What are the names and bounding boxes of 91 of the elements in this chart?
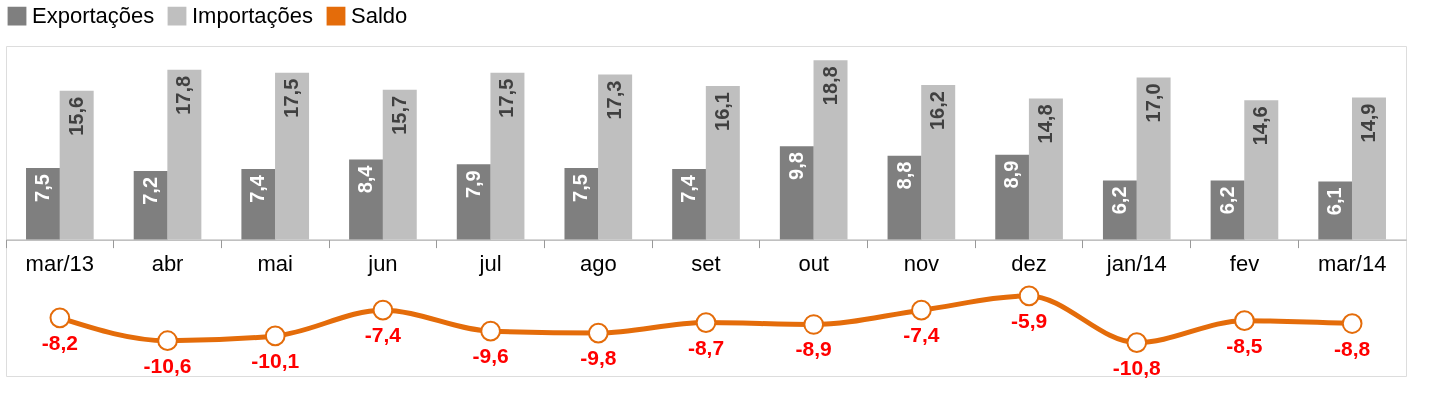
x-tick-label: mai xyxy=(257,251,293,277)
bar xyxy=(564,168,599,240)
bar xyxy=(1244,100,1279,240)
data-label: -8,8 xyxy=(1334,336,1371,360)
bar xyxy=(241,169,276,240)
bar xyxy=(349,159,384,240)
data-label: -10,1 xyxy=(251,348,300,372)
data-label: -8,2 xyxy=(41,330,78,354)
point xyxy=(803,314,825,335)
bar xyxy=(1102,180,1137,240)
data-label: 6,2 xyxy=(1215,186,1238,215)
data-label: -8,9 xyxy=(795,337,832,361)
bar xyxy=(705,86,740,240)
point xyxy=(1234,310,1255,332)
bar xyxy=(26,168,61,240)
point xyxy=(480,320,501,342)
bar xyxy=(490,72,525,240)
x-tick-label: jan/14 xyxy=(1105,251,1167,277)
data-label: 7,5 xyxy=(569,174,592,202)
x-tick-label: mar/13 xyxy=(25,251,95,277)
point xyxy=(695,312,717,333)
data-label: 17,0 xyxy=(1141,83,1164,123)
x-tick-label: dez xyxy=(1011,251,1047,277)
data-label: 17,3 xyxy=(603,80,626,120)
data-label: -10,6 xyxy=(143,353,192,377)
data-label: 6,2 xyxy=(1107,186,1130,215)
bar xyxy=(167,69,202,240)
data-label: -5,9 xyxy=(1010,308,1048,332)
point xyxy=(372,299,394,321)
data-label: -7,4 xyxy=(364,323,402,347)
point xyxy=(587,322,609,344)
data-label: 7,5 xyxy=(31,174,54,202)
bar xyxy=(779,146,814,240)
data-label: -9,8 xyxy=(580,346,617,370)
bar xyxy=(1136,77,1171,240)
x-tick-label: fev xyxy=(1229,251,1260,277)
point xyxy=(911,299,932,321)
data-label: 18,8 xyxy=(818,66,841,106)
data-label: 7,2 xyxy=(138,176,161,205)
point xyxy=(1341,313,1363,334)
point xyxy=(264,325,286,347)
bar xyxy=(813,60,848,240)
data-label: 8,9 xyxy=(1000,160,1023,189)
point xyxy=(49,307,71,329)
x-tick-label: jul xyxy=(478,251,502,277)
data-label: -9,6 xyxy=(472,344,509,368)
data-label: 16,2 xyxy=(926,91,949,131)
bar xyxy=(598,74,633,240)
data-label: 7,9 xyxy=(461,170,484,199)
bar xyxy=(1318,181,1353,240)
legend-label: Importações xyxy=(192,3,314,29)
data-label: 16,1 xyxy=(710,92,733,131)
data-label: 7,4 xyxy=(246,174,269,203)
data-label: -10,8 xyxy=(1112,355,1162,379)
bar xyxy=(921,85,956,240)
bar xyxy=(275,72,310,240)
bar xyxy=(59,90,94,240)
data-label: -7,4 xyxy=(903,323,940,347)
x-tick-label: set xyxy=(691,251,721,277)
bar xyxy=(672,169,707,240)
data-label: 14,8 xyxy=(1033,104,1056,144)
x-tick-label: jun xyxy=(367,251,398,277)
data-label: 8,4 xyxy=(354,164,377,194)
data-label: 15,6 xyxy=(64,96,87,136)
data-label: 8,8 xyxy=(892,161,915,190)
bar xyxy=(382,89,417,240)
data-label: 17,5 xyxy=(495,78,518,118)
data-label: 14,6 xyxy=(1249,106,1272,146)
legend-label: Saldo xyxy=(351,3,408,29)
data-label: 9,8 xyxy=(784,152,807,180)
data-label: -8,7 xyxy=(687,335,725,359)
legend-label: Exportações xyxy=(32,3,155,29)
bar xyxy=(456,164,491,240)
x-tick-label: ago xyxy=(579,251,617,277)
point xyxy=(1018,285,1040,307)
data-label: 7,4 xyxy=(677,174,700,203)
x-tick-label: mar/14 xyxy=(1317,251,1387,277)
point xyxy=(1126,332,1148,353)
data-label: 14,9 xyxy=(1356,103,1379,143)
data-label: 15,7 xyxy=(387,95,410,135)
data-label: 17,5 xyxy=(280,78,303,118)
data-label: 17,8 xyxy=(172,75,195,115)
x-tick-label: abr xyxy=(151,251,184,277)
data-label: -8,5 xyxy=(1226,333,1263,357)
bar xyxy=(995,154,1030,240)
data-label: 6,1 xyxy=(1323,187,1346,216)
bar xyxy=(1028,98,1063,240)
point xyxy=(157,330,178,352)
x-tick-label: nov xyxy=(903,251,940,277)
bar xyxy=(1351,97,1386,240)
x-tick-label: out xyxy=(798,251,829,277)
